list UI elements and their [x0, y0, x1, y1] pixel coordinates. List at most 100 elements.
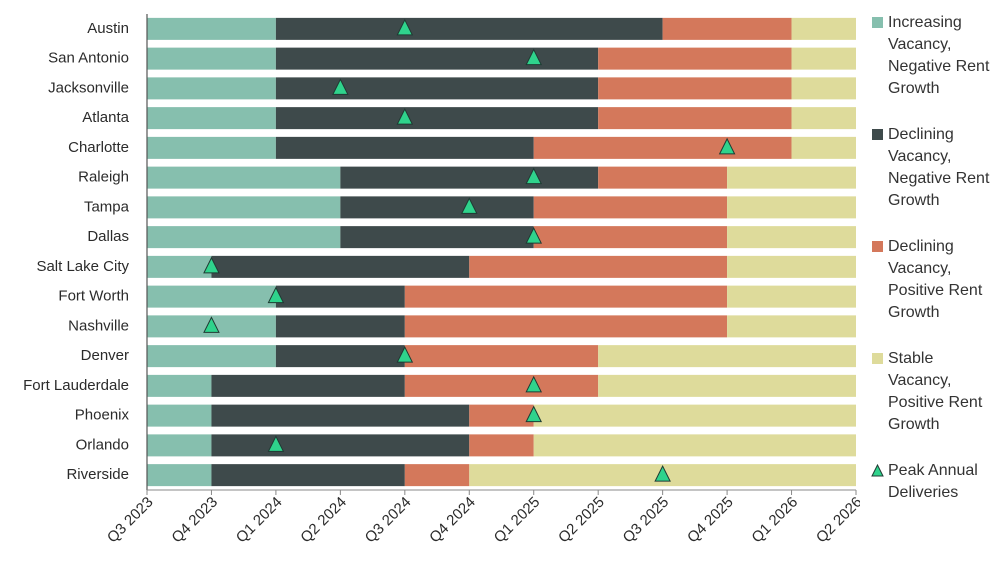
legend-item: Stable Vacancy, Positive Rent Growth: [872, 348, 997, 436]
bar-segment: [469, 434, 534, 457]
bar-segment: [211, 255, 470, 278]
bar-segment: [275, 47, 599, 70]
bar-segment: [727, 315, 856, 338]
y-tick-label: Phoenix: [75, 407, 130, 424]
bar-segment: [791, 136, 856, 159]
legend-triangle: [871, 464, 884, 477]
peak-marker: [203, 316, 220, 333]
bar-segment: [598, 166, 728, 189]
bar-segment: [404, 315, 728, 338]
bar-segment: [533, 226, 728, 249]
bar-segment: [147, 404, 212, 427]
bar-segment: [211, 404, 470, 427]
y-tick-label: Tampa: [84, 198, 130, 215]
y-tick-label: Denver: [81, 347, 129, 364]
x-tick-label: Q4 2023: [168, 494, 221, 547]
bar-segment: [147, 107, 276, 130]
x-tick-label: Q2 2026: [813, 494, 860, 547]
bar-segment: [727, 196, 856, 219]
y-tick-label: Dallas: [87, 228, 129, 245]
bar-segment: [791, 47, 856, 70]
bar-segment: [147, 434, 212, 457]
bar-segment: [211, 434, 470, 457]
bar-segment: [791, 107, 856, 130]
x-tick-label: Q3 2024: [362, 494, 415, 547]
x-tick-label: Q3 2025: [620, 494, 673, 547]
legend-item: Declining Vacancy, Positive Rent Growth: [872, 236, 997, 324]
bar-segment: [147, 196, 341, 219]
legend-item: Peak Annual Deliveries: [871, 460, 997, 504]
bar-segment: [147, 226, 341, 249]
bar-segment: [727, 226, 856, 249]
legend-label: Stable Vacancy, Positive Rent Growth: [888, 350, 983, 433]
bar-segment: [662, 17, 792, 40]
y-tick-label: Nashville: [68, 317, 129, 334]
peak-marker: [332, 78, 349, 95]
legend-swatch: [872, 353, 883, 364]
peak-marker: [267, 286, 285, 304]
x-tick-label: Q1 2025: [491, 494, 544, 547]
bar-segment: [275, 107, 599, 130]
peak-marker: [396, 346, 414, 363]
x-tick-label: Q3 2023: [104, 494, 157, 547]
y-tick-label: Raleigh: [78, 169, 129, 186]
x-tick-label: Q2 2024: [297, 494, 350, 547]
bar-segment: [147, 17, 276, 40]
y-tick-label: Atlanta: [82, 109, 129, 126]
bar-segment: [275, 77, 599, 100]
y-tick-label: Riverside: [66, 466, 129, 483]
legend-item: Increasing Vacancy, Negative Rent Growth: [872, 12, 997, 100]
bar-segment: [469, 404, 534, 427]
bar-segment: [340, 196, 534, 219]
bar-segment: [147, 374, 212, 397]
peak-marker: [396, 18, 414, 36]
chart: Austin San Antonio Jacksonville Atlanta Char…: [23, 14, 866, 547]
y-tick-label: Fort Lauderdale: [23, 377, 129, 394]
bar-segment: [533, 404, 856, 427]
bar-segment: [727, 166, 856, 189]
x-tick-label: Q1 2026: [748, 494, 801, 547]
bar-segment: [147, 136, 276, 159]
y-tick-label: Fort Worth: [58, 288, 129, 305]
bar-segment: [533, 434, 856, 457]
bar-segment: [275, 17, 663, 40]
bar-segment: [275, 285, 405, 308]
legend-item: Declining Vacancy, Negative Rent Growth: [872, 124, 997, 212]
y-tick-label: Salt Lake City: [36, 258, 129, 275]
bar-segment: [598, 374, 856, 397]
bar-segment: [469, 255, 728, 278]
bar-segment: [598, 77, 792, 100]
bar-segment: [147, 166, 341, 189]
x-tick-label: Q4 2025: [684, 494, 737, 547]
bar-segment: [404, 345, 599, 368]
bar-segment: [275, 136, 534, 159]
peak-marker: [525, 375, 543, 393]
bar-segment: [598, 47, 792, 70]
bar-segment: [275, 315, 405, 338]
bar-segment: [147, 255, 212, 278]
bar-segment: [533, 196, 728, 219]
bar-segment: [598, 345, 856, 368]
bar-segment: [147, 464, 212, 487]
bar-segment: [533, 136, 792, 159]
y-tick-label: Austin: [87, 20, 129, 37]
legend-swatch: [872, 129, 883, 140]
x-tick-label: Q1 2024: [233, 494, 286, 547]
bar-segment: [404, 464, 470, 487]
y-tick-label: Charlotte: [68, 139, 129, 156]
legend-label: Declining Vacancy, Positive Rent Growth: [888, 238, 983, 321]
bar-segment: [147, 47, 276, 70]
bar-segment: [147, 285, 276, 308]
y-tick-label: San Antonio: [48, 50, 129, 67]
peak-marker: [525, 227, 543, 244]
legend-swatch: [872, 17, 883, 28]
bar-segment: [791, 77, 856, 100]
peak-marker: [267, 435, 285, 452]
bar-segment: [404, 285, 728, 308]
bar-segment: [275, 345, 405, 368]
bar-segment: [147, 345, 276, 368]
peak-marker: [525, 405, 543, 423]
peak-marker: [460, 197, 478, 214]
y-tick-label: Orlando: [76, 436, 129, 453]
